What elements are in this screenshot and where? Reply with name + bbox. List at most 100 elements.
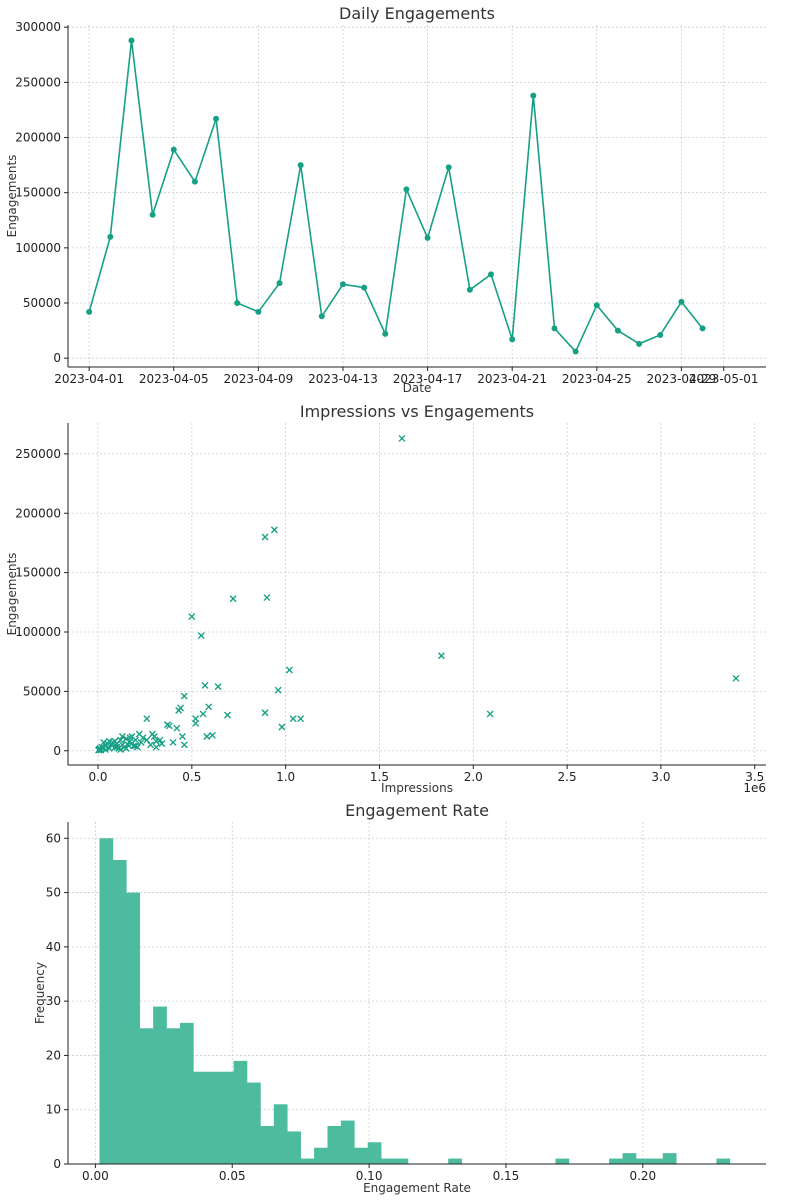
- data-point: [678, 298, 685, 305]
- y-tick-label: 60: [46, 831, 61, 845]
- y-tick-label: 150000: [15, 566, 61, 580]
- data-point: [657, 332, 664, 339]
- data-point: [398, 434, 406, 442]
- y-axis-label: Engagements: [5, 553, 19, 636]
- histogram-bar: [340, 1120, 355, 1164]
- histogram-bar: [166, 1028, 181, 1164]
- data-point: [261, 709, 269, 717]
- x-tick-label: 0.0: [88, 770, 107, 784]
- data-point: [135, 730, 143, 738]
- data-point: [152, 743, 160, 751]
- y-axis-label: Engagements: [5, 155, 19, 238]
- data-point: [152, 737, 160, 745]
- data-point: [318, 313, 325, 320]
- histogram-bar: [206, 1071, 221, 1164]
- data-point: [636, 340, 643, 347]
- data-point: [113, 743, 121, 751]
- data-point: [95, 746, 103, 754]
- y-tick-label: 200000: [15, 131, 61, 145]
- histogram-bar: [287, 1131, 301, 1164]
- y-tick-label: 100000: [15, 241, 61, 255]
- data-point: [297, 162, 304, 169]
- histogram-bar: [609, 1158, 623, 1164]
- data-point: [466, 286, 473, 293]
- histogram-bar: [247, 1082, 261, 1164]
- x-tick-label: 2023-04-17: [393, 372, 463, 386]
- data-point: [445, 164, 452, 171]
- x-axis-label: Engagement Rate: [363, 1181, 471, 1195]
- data-point: [203, 733, 211, 740]
- histogram-bar: [314, 1147, 328, 1164]
- data-point: [261, 533, 269, 541]
- data-point: [699, 325, 706, 332]
- data-point: [118, 733, 126, 740]
- data-point: [147, 741, 155, 749]
- histogram-bar: [327, 1126, 342, 1164]
- x-tick-label: 2023-04-05: [139, 372, 209, 386]
- histogram-bar: [112, 860, 127, 1164]
- data-point: [732, 674, 740, 682]
- y-tick-label: 0: [53, 351, 61, 365]
- x-tick-label: 2023-04-29: [647, 372, 717, 386]
- y-tick-label: 200000: [15, 506, 61, 520]
- x-axis-label: Impressions: [381, 781, 453, 795]
- data-point: [188, 613, 196, 621]
- data-point: [180, 741, 188, 749]
- data-point: [297, 715, 305, 723]
- y-tick-label: 20: [46, 1048, 61, 1062]
- data-point: [178, 733, 186, 740]
- engagement-rate-chart: Engagement Rate Engagement Rate Frequenc…: [33, 801, 766, 1195]
- data-point: [263, 594, 271, 602]
- x-tick-label: 0.15: [493, 1169, 520, 1183]
- chart-title: Daily Engagements: [339, 4, 495, 23]
- y-tick-label: 250000: [15, 75, 61, 89]
- data-point: [339, 281, 346, 288]
- data-point: [424, 234, 431, 241]
- x-tick-label: 3.5: [745, 770, 764, 784]
- data-point: [118, 741, 126, 749]
- x-tick-label: 1.0: [276, 770, 295, 784]
- x-tick-label: 2023-05-01: [689, 372, 759, 386]
- histogram-bar: [381, 1158, 395, 1164]
- histogram-bar: [233, 1060, 248, 1164]
- histogram-bar: [260, 1126, 275, 1164]
- x-tick-label: 2023-04-13: [308, 372, 378, 386]
- histogram-bar: [193, 1071, 208, 1164]
- y-tick-label: 300000: [15, 20, 61, 34]
- y-tick-label: 50: [46, 886, 61, 900]
- data-point: [192, 715, 200, 723]
- histogram-bar: [153, 1006, 167, 1164]
- x-tick-label: 2023-04-21: [477, 372, 547, 386]
- data-point: [276, 280, 283, 287]
- impressions-vs-engagements-chart: Impressions vs Engagements Impressions E…: [5, 402, 766, 795]
- data-point: [165, 722, 173, 730]
- chart-title: Engagement Rate: [345, 801, 489, 820]
- data-point: [100, 738, 108, 746]
- x-tick-label: 1.5: [370, 770, 389, 784]
- data-point: [403, 186, 410, 193]
- data-point: [509, 336, 516, 343]
- x-offset-label: 1e6: [743, 781, 766, 795]
- data-point: [593, 302, 600, 309]
- x-tick-label: 2.5: [558, 770, 577, 784]
- data-point: [173, 724, 181, 732]
- data-point: [169, 738, 177, 746]
- data-point: [289, 715, 297, 723]
- x-axis-label: Date: [403, 381, 432, 395]
- data-point: [437, 652, 445, 660]
- data-point: [274, 686, 282, 694]
- data-point: [111, 743, 119, 751]
- data-point: [551, 325, 558, 332]
- y-tick-label: 100000: [15, 625, 61, 639]
- data-point: [278, 723, 286, 731]
- data-point: [270, 526, 278, 534]
- histogram-bar: [662, 1153, 677, 1164]
- daily-engagements-chart: Daily Engagements Date Engagements 0 5000…: [5, 4, 766, 395]
- data-point: [107, 233, 114, 240]
- data-point: [117, 746, 125, 754]
- data-point: [143, 715, 151, 723]
- y-tick-label: 0: [53, 744, 61, 758]
- x-tick-label: 0.05: [219, 1169, 246, 1183]
- data-point: [488, 271, 495, 278]
